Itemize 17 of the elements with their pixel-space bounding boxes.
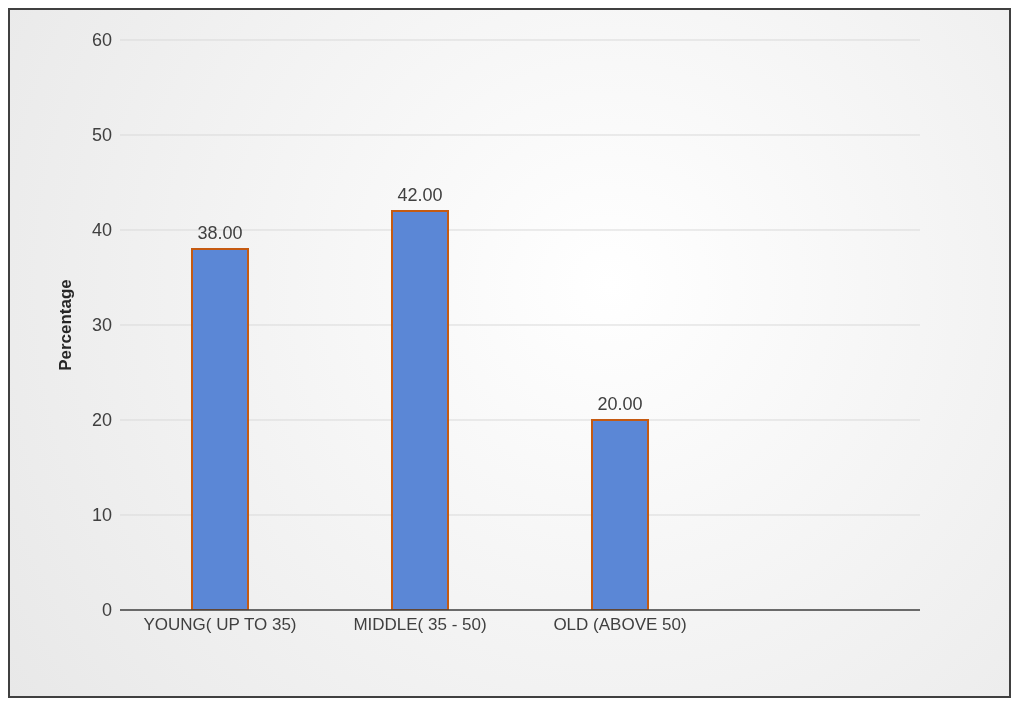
x-tick-label: OLD (ABOVE 50) — [553, 615, 687, 635]
y-tick-label: 30 — [91, 315, 112, 336]
y-tick-label: 40 — [91, 220, 112, 241]
y-axis-title: Percentage — [56, 279, 76, 371]
bar — [391, 210, 449, 610]
data-label: 20.00 — [597, 394, 643, 414]
x-tick-label: MIDDLE( 35 - 50) — [353, 615, 487, 635]
y-tick-label: 50 — [91, 125, 112, 146]
y-tick-label: 10 — [91, 505, 112, 526]
data-label: 42.00 — [397, 185, 443, 205]
bar — [591, 419, 649, 610]
y-tick-label: 20 — [91, 410, 112, 431]
y-tick-label: 0 — [101, 600, 112, 621]
bar — [191, 248, 249, 610]
x-tick-label: YOUNG( UP TO 35) — [143, 615, 297, 635]
y-tick-label: 60 — [91, 30, 112, 51]
data-label: 38.00 — [197, 223, 243, 243]
